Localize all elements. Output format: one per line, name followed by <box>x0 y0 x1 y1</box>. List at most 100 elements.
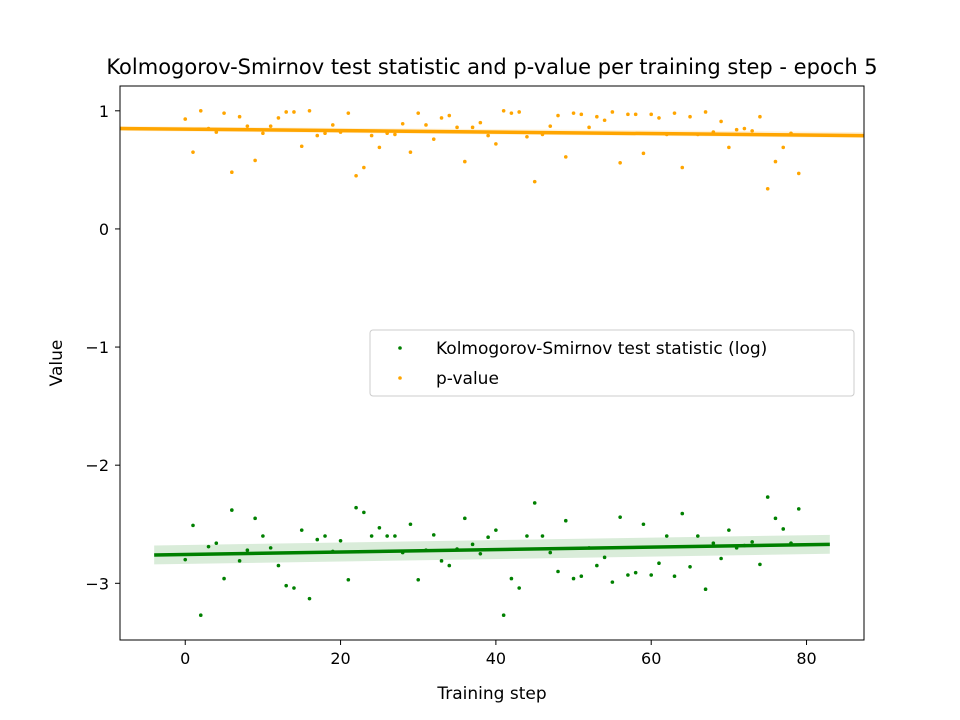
y-tick-label: 0 <box>99 220 109 239</box>
data-point-series1 <box>633 112 638 117</box>
data-point-series0 <box>688 564 692 569</box>
data-point-series0 <box>416 577 421 582</box>
data-point-series0 <box>206 544 211 549</box>
legend-frame <box>369 329 855 397</box>
data-point-series1 <box>284 110 288 114</box>
data-point-series1 <box>501 109 506 113</box>
data-point-series1 <box>727 145 731 150</box>
y-axis: −3 −2 −1 0 1 <box>85 102 120 593</box>
data-point-series0 <box>431 533 436 537</box>
data-point-series1 <box>400 121 405 126</box>
data-point-series0 <box>773 516 778 521</box>
data-point-series0 <box>393 534 397 538</box>
data-point-series0 <box>315 537 320 542</box>
data-point-series1 <box>346 111 351 115</box>
data-point-series1 <box>191 150 195 154</box>
data-point-series1 <box>765 186 770 191</box>
data-point-series0 <box>610 580 615 584</box>
data-point-series1 <box>773 159 778 164</box>
chart-title: Kolmogorov-Smirnov test statistic and p-… <box>106 55 877 79</box>
data-point-series0 <box>447 563 452 568</box>
regression-lines <box>119 126 865 557</box>
data-point-series0 <box>532 501 537 505</box>
data-point-series0 <box>641 522 646 527</box>
data-point-series1 <box>253 158 257 163</box>
data-point-series0 <box>703 587 708 592</box>
data-point-series0 <box>245 548 250 553</box>
data-point-series0 <box>501 613 506 617</box>
data-point-series1 <box>571 111 576 115</box>
data-point-series1 <box>455 125 459 130</box>
data-point-series1 <box>362 165 366 170</box>
legend-marker-pvalue <box>398 376 402 380</box>
data-point-series0 <box>198 613 203 617</box>
data-point-series1 <box>369 133 374 138</box>
data-point-series1 <box>579 112 584 117</box>
data-point-series0 <box>781 527 786 531</box>
data-point-series1 <box>416 111 421 115</box>
data-point-series1 <box>563 155 568 159</box>
data-point-series1 <box>672 111 677 115</box>
data-point-series0 <box>563 518 568 523</box>
data-point-series0 <box>486 535 490 540</box>
data-point-series0 <box>672 574 677 579</box>
data-point-series0 <box>323 534 327 538</box>
data-point-series1 <box>408 150 413 154</box>
data-point-series1 <box>750 129 754 133</box>
data-point-series1 <box>626 112 630 117</box>
data-point-series0 <box>750 540 754 544</box>
data-point-series1 <box>299 144 304 149</box>
data-point-series0 <box>307 596 312 601</box>
data-point-series0 <box>719 556 723 561</box>
data-point-series0 <box>338 538 343 543</box>
x-axis-label: Training step <box>436 684 546 704</box>
data-point-series0 <box>191 523 195 528</box>
data-point-series0 <box>237 559 242 563</box>
data-point-series0 <box>299 528 304 532</box>
data-point-series1 <box>509 111 514 115</box>
data-point-series0 <box>758 562 762 567</box>
data-point-series1 <box>377 145 382 150</box>
data-point-series0 <box>346 577 351 582</box>
data-point-series1 <box>548 124 553 128</box>
data-point-series1 <box>237 114 242 119</box>
data-point-series0 <box>711 541 716 545</box>
data-point-series1 <box>525 134 529 139</box>
data-point-series0 <box>276 563 281 568</box>
data-point-series1 <box>688 114 692 119</box>
data-point-series0 <box>385 534 389 538</box>
data-point-series1 <box>323 131 327 136</box>
data-point-series1 <box>447 113 452 118</box>
data-point-series0 <box>408 522 413 527</box>
data-point-series1 <box>703 110 708 114</box>
data-point-series1 <box>276 116 281 120</box>
data-point-series0 <box>362 510 366 515</box>
y-axis-label: Value <box>47 340 67 387</box>
data-point-series0 <box>633 570 638 575</box>
legend-label-pvalue: p-value <box>436 369 499 389</box>
data-point-series1 <box>494 142 498 146</box>
data-point-series1 <box>758 114 762 119</box>
x-tick-label: 60 <box>641 649 661 668</box>
data-point-series1 <box>463 159 467 164</box>
data-point-series0 <box>377 525 382 530</box>
data-point-series1 <box>742 126 747 131</box>
data-point-series0 <box>602 555 607 560</box>
regression-line-1 <box>119 126 865 138</box>
data-point-series0 <box>525 534 529 538</box>
data-point-series1 <box>532 179 537 184</box>
data-point-series0 <box>556 569 560 574</box>
data-point-series1 <box>470 125 475 130</box>
data-point-series1 <box>556 113 560 118</box>
data-point-series1 <box>680 165 685 170</box>
x-tick-label: 80 <box>796 649 816 668</box>
data-point-series1 <box>610 110 615 114</box>
data-point-series1 <box>602 118 607 123</box>
data-point-series1 <box>486 133 490 138</box>
data-point-series1 <box>734 127 739 132</box>
data-point-series0 <box>261 534 265 538</box>
x-tick-label: 20 <box>330 649 350 668</box>
data-point-series0 <box>540 534 545 538</box>
data-point-series0 <box>478 551 483 556</box>
